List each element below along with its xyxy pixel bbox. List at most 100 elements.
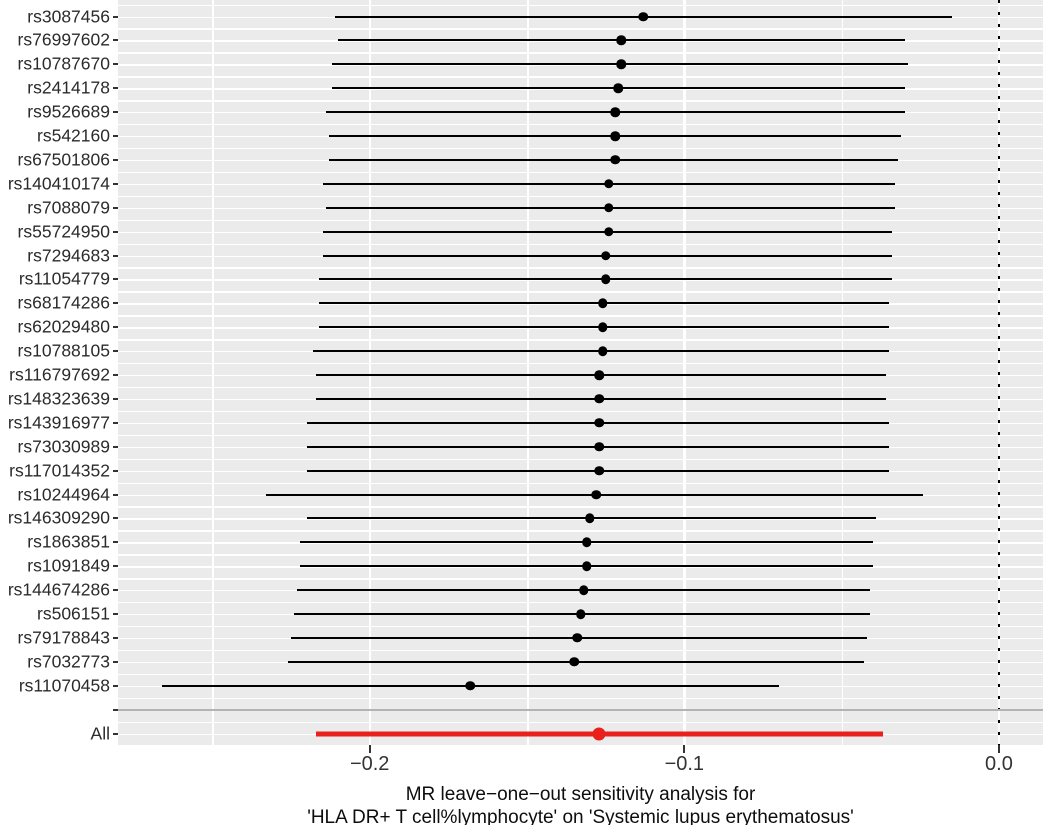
x-axis-tick-label: 0.0	[985, 753, 1013, 775]
y-axis-tick	[113, 684, 118, 687]
x-axis-title-line2: 'HLA DR+ T cell%lymphocyte' on 'Systemic…	[307, 807, 854, 825]
separator-line	[118, 708, 1043, 711]
point-estimate	[582, 561, 592, 571]
y-axis-tick	[113, 87, 118, 90]
y-axis-label: rs68174286	[17, 292, 110, 313]
y-axis-label: rs10244964	[17, 484, 110, 504]
y-axis-label: rs116797692	[9, 364, 110, 385]
horizontal-gridline	[118, 100, 1043, 102]
y-axis-label: rs140410174	[7, 173, 110, 194]
point-estimate	[578, 585, 589, 595]
y-axis-tick	[113, 230, 118, 233]
y-axis-label: rs76997602	[17, 29, 110, 50]
y-axis-label: rs144674286	[7, 579, 110, 600]
y-axis-label: rs73030989	[17, 436, 110, 457]
y-axis-label: All	[90, 723, 110, 743]
point-estimate	[597, 322, 608, 332]
y-axis-tick	[113, 135, 118, 137]
horizontal-gridline	[118, 673, 1043, 676]
point-estimate	[465, 680, 476, 691]
major-gridline	[368, 0, 371, 745]
y-axis-label: rs148323639	[7, 388, 110, 409]
minor-gridline	[527, 0, 529, 745]
plot-area: rs3087456 rs76997602 rs10787670 rs2414178 rs…	[0, 0, 1043, 745]
horizontal-gridline	[118, 291, 1043, 293]
y-axis-tick	[113, 589, 118, 592]
horizontal-gridline	[118, 410, 1043, 413]
horizontal-gridline	[118, 386, 1043, 389]
horizontal-gridline	[118, 649, 1043, 652]
horizontal-gridline	[118, 124, 1043, 126]
point-estimate	[616, 59, 627, 70]
y-axis-label: rs506151	[37, 603, 110, 624]
horizontal-gridline	[118, 363, 1043, 365]
y-axis-tick	[113, 278, 118, 281]
point-estimate	[610, 155, 620, 165]
point-estimate	[610, 131, 620, 141]
y-axis-label: rs7088079	[27, 197, 110, 218]
horizontal-gridline	[118, 458, 1043, 461]
horizontal-gridline	[118, 506, 1043, 508]
point-estimate	[569, 657, 579, 667]
y-axis-label: rs1091849	[27, 555, 110, 576]
y-axis-tick	[113, 493, 118, 496]
point-estimate	[638, 11, 649, 22]
y-axis-tick	[113, 541, 118, 544]
horizontal-gridline	[118, 219, 1043, 222]
x-axis: −0.2 −0.1 0.0	[118, 745, 1043, 781]
point-estimate	[604, 202, 614, 213]
horizontal-gridline	[118, 602, 1043, 604]
point-estimate	[585, 513, 595, 524]
point-estimate	[594, 441, 605, 452]
y-axis-label: rs11070458	[18, 675, 110, 696]
horizontal-gridline	[118, 554, 1043, 556]
point-estimate	[594, 465, 605, 476]
horizontal-gridline	[118, 530, 1043, 532]
y-axis-tick	[113, 708, 118, 711]
y-axis-label: rs542160	[37, 125, 110, 146]
y-axis-label: rs1863851	[27, 531, 110, 552]
y-axis-tick	[113, 254, 118, 257]
horizontal-gridline	[118, 147, 1043, 150]
y-axis-label: rs10788105	[17, 340, 110, 361]
x-axis-tick-label: −0.1	[664, 753, 705, 775]
point-estimate	[575, 609, 586, 619]
y-axis-tick	[113, 445, 118, 448]
y-axis-labels: rs3087456 rs76997602 rs10787670 rs2414178 rs…	[0, 0, 118, 745]
horizontal-gridline	[118, 76, 1043, 78]
y-axis-tick	[113, 206, 118, 209]
horizontal-gridline	[118, 28, 1043, 30]
horizontal-gridline	[118, 4, 1043, 6]
y-axis-tick	[113, 15, 118, 18]
y-axis-label: rs146309290	[7, 507, 110, 528]
horizontal-gridline	[118, 52, 1043, 54]
y-axis-label: rs3087456	[27, 6, 110, 26]
y-axis-tick	[113, 565, 118, 568]
horizontal-gridline	[118, 434, 1043, 437]
y-axis-label: rs117014352	[9, 460, 110, 481]
point-estimate	[594, 418, 605, 428]
horizontal-gridline	[118, 697, 1043, 700]
y-axis-label: rs55724950	[17, 221, 110, 242]
y-axis-tick	[113, 732, 118, 735]
y-axis-label: rs7294683	[27, 245, 110, 265]
y-axis-tick	[113, 350, 118, 353]
point-estimate	[582, 537, 592, 548]
y-axis-label: rs9526689	[27, 101, 110, 122]
y-axis-label: rs79178843	[17, 627, 110, 648]
y-axis-tick	[113, 182, 118, 185]
plot-panel	[118, 0, 1043, 745]
y-axis-tick	[113, 660, 118, 663]
y-axis-label: rs2414178	[27, 77, 110, 98]
point-estimate	[600, 250, 611, 261]
point-estimate	[597, 298, 608, 309]
y-axis-label: rs10787670	[17, 53, 110, 74]
point-estimate	[604, 226, 614, 237]
point-estimate	[594, 394, 605, 404]
point-estimate	[594, 370, 605, 380]
y-axis-tick	[113, 111, 118, 114]
y-axis-tick	[113, 326, 118, 329]
point-estimate	[597, 346, 608, 356]
horizontal-gridline	[118, 339, 1043, 341]
